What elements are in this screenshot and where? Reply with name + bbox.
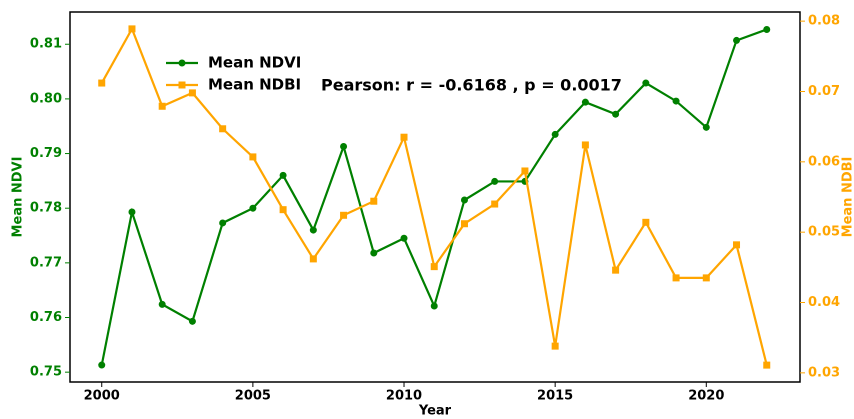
data-point (521, 167, 529, 175)
y-tick-label: 0.75 (30, 365, 62, 380)
data-point (672, 274, 680, 282)
data-point (279, 171, 287, 179)
legend-label: Mean NDVI (208, 54, 301, 72)
data-point (460, 220, 468, 228)
y2-axis-label: Mean NDBI (841, 157, 854, 238)
data-point (612, 110, 620, 118)
y-tick-label: 0.79 (30, 146, 62, 161)
data-point (551, 342, 559, 350)
data-point (188, 89, 196, 97)
data-point (581, 141, 589, 149)
y-axis-label: Mean NDVI (11, 157, 26, 238)
data-point (309, 226, 317, 234)
data-point (551, 130, 559, 138)
data-point (128, 208, 136, 216)
data-point (702, 274, 710, 282)
data-point (763, 25, 771, 33)
data-point (763, 361, 771, 369)
y2-tick-label: 0.06 (808, 154, 840, 169)
x-axis-label: Year (418, 404, 452, 419)
annotation: Pearson: r = -0.6168 , p = 0.0017 (321, 76, 622, 95)
data-point (98, 79, 106, 87)
x-tick-label: 2000 (84, 389, 120, 404)
data-point (219, 125, 227, 133)
legend-label: Mean NDBI (208, 76, 301, 94)
data-point (128, 25, 136, 33)
y-tick-label: 0.77 (30, 255, 62, 270)
x-tick-label: 2005 (235, 389, 271, 404)
data-point (400, 133, 408, 141)
data-point (279, 206, 287, 214)
data-point (733, 36, 741, 44)
data-point (491, 200, 499, 208)
data-point (249, 153, 257, 161)
data-point (430, 263, 438, 271)
data-point (702, 123, 710, 131)
data-point (158, 300, 166, 308)
y-tick-label: 0.78 (30, 201, 62, 216)
data-point (460, 196, 468, 204)
y2-tick-label: 0.04 (808, 295, 840, 310)
data-point (491, 177, 499, 185)
legend-marker (178, 81, 186, 89)
data-point (340, 211, 348, 219)
legend-marker (178, 59, 186, 67)
data-point (400, 234, 408, 242)
x-tick-label: 2015 (537, 389, 573, 404)
y2-tick-label: 0.07 (808, 84, 840, 99)
data-point (672, 97, 680, 105)
data-point (370, 197, 378, 205)
x-tick-label: 2010 (386, 389, 422, 404)
data-point (642, 218, 650, 226)
x-tick-label: 2020 (688, 389, 724, 404)
y-tick-label: 0.81 (30, 37, 62, 52)
y-tick-label: 0.80 (30, 91, 62, 106)
data-point (642, 79, 650, 87)
data-point (340, 142, 348, 150)
data-point (249, 204, 257, 212)
plot-frame (69, 11, 801, 383)
data-point (370, 249, 378, 257)
data-point (430, 302, 438, 310)
data-point (309, 255, 317, 263)
y2-tick-label: 0.08 (808, 14, 840, 29)
data-point (733, 241, 741, 249)
y2-tick-label: 0.03 (808, 365, 840, 380)
data-point (581, 98, 589, 106)
y-tick-label: 0.76 (30, 310, 62, 325)
data-point (612, 266, 620, 274)
data-point (98, 361, 106, 369)
data-point (219, 219, 227, 227)
data-point (158, 102, 166, 110)
y2-tick-label: 0.05 (808, 225, 840, 240)
data-point (188, 317, 196, 325)
